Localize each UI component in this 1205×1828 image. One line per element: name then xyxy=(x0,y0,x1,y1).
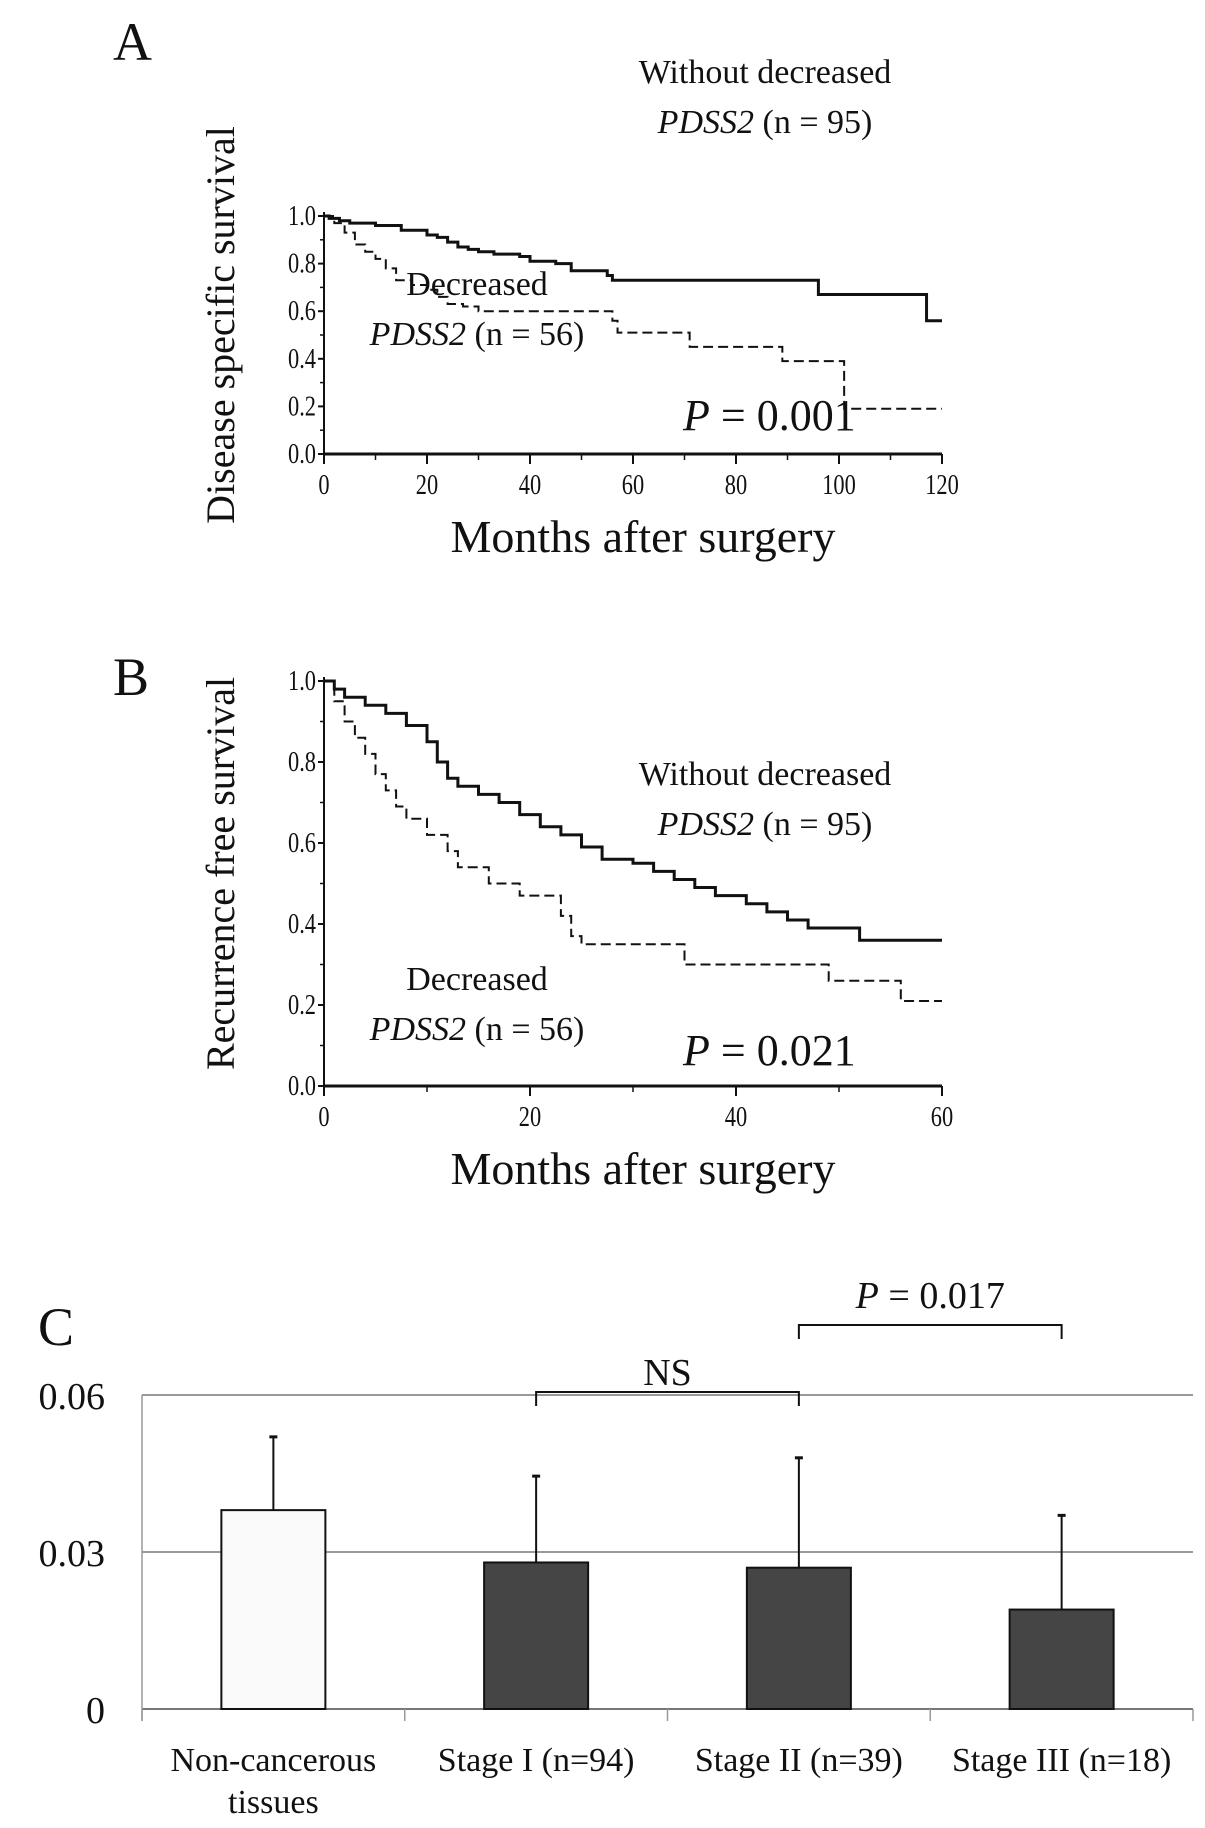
panel-label-C: C xyxy=(38,1297,74,1357)
y-axis-title: Disease specific survival xyxy=(198,126,243,524)
x-tick-label: 120 xyxy=(925,470,959,501)
y-tick-label: 0.06 xyxy=(39,1376,106,1418)
y-tick-label: 0.0 xyxy=(288,1071,316,1102)
y-tick-label: 0.4 xyxy=(288,344,316,375)
x-axis-title: Months after surgery xyxy=(451,511,836,562)
y-tick-label: 0.8 xyxy=(288,747,316,778)
y-tick-label: 0.6 xyxy=(288,828,316,859)
panel-label-A: A xyxy=(113,12,152,72)
y-tick-label: 0.2 xyxy=(288,990,316,1021)
bar xyxy=(1008,1608,1115,1710)
legend-label-decreased: Decreased xyxy=(406,266,548,303)
y-tick-label: 0.4 xyxy=(288,909,316,940)
km-curve-decreased xyxy=(324,215,942,410)
p-value-label: P = 0.021 xyxy=(682,1026,856,1075)
legend-label-gene: PDSS2 (n = 56) xyxy=(369,316,585,353)
significance-bracket xyxy=(535,1391,800,1406)
x-tick-label: 20 xyxy=(416,470,438,501)
x-tick-label: Stage I (n=94) xyxy=(438,1742,635,1779)
significance-label: NS xyxy=(643,1352,692,1394)
significance-label: P = 0.017 xyxy=(855,1275,1005,1317)
panel-label-B: B xyxy=(113,647,149,707)
bar xyxy=(483,1561,590,1711)
x-tick-label: 20 xyxy=(519,1102,541,1133)
km-curve-without-decreased xyxy=(324,214,942,323)
legend-label-without-decreased: Without decreased xyxy=(639,756,892,793)
significance-bracket xyxy=(797,1324,1063,1339)
bar xyxy=(220,1509,327,1710)
legend-label-without-decreased: Without decreased xyxy=(639,54,892,91)
y-tick-label: 0.6 xyxy=(288,296,316,327)
legend-label-gene: PDSS2 (n = 95) xyxy=(657,806,873,843)
x-tick-label: 40 xyxy=(519,470,541,501)
x-tick-label: 80 xyxy=(725,470,747,501)
legend-label-decreased: Decreased xyxy=(406,961,548,998)
y-axis-title: Recurrence free survival xyxy=(198,677,243,1070)
x-tick-label: 40 xyxy=(725,1102,747,1133)
x-tick-label: 0 xyxy=(318,1102,329,1133)
y-tick-label: 0.0 xyxy=(288,439,316,470)
p-value-label: P = 0.001 xyxy=(682,391,856,440)
x-tick-label: Stage II (n=39) xyxy=(695,1742,903,1779)
bar xyxy=(745,1566,852,1710)
x-tick-label: 60 xyxy=(931,1102,953,1133)
x-tick-label: 0 xyxy=(318,470,329,501)
km-curve-without-decreased xyxy=(324,679,942,942)
km-curve-decreased xyxy=(324,680,942,1002)
y-tick-label: 0 xyxy=(86,1690,105,1732)
x-tick-label: 100 xyxy=(822,470,856,501)
x-axis-title: Months after surgery xyxy=(451,1143,836,1194)
y-tick-label: 0.2 xyxy=(288,391,316,422)
y-tick-label: 1.0 xyxy=(288,666,316,697)
y-tick-label: 1.0 xyxy=(288,201,316,232)
x-tick-label: Stage III (n=18) xyxy=(952,1742,1171,1779)
legend-label-gene: PDSS2 (n = 95) xyxy=(657,104,873,141)
x-tick-label: 60 xyxy=(622,470,644,501)
y-tick-label: 0.8 xyxy=(288,248,316,279)
legend-label-gene: PDSS2 (n = 56) xyxy=(369,1011,585,1048)
x-tick-label: tissues xyxy=(228,1784,319,1821)
x-tick-label: Non-cancerous xyxy=(170,1742,376,1779)
y-tick-label: 0.03 xyxy=(39,1533,106,1575)
